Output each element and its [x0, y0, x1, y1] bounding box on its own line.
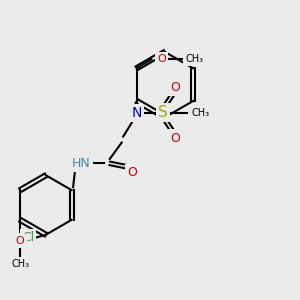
Text: CH₃: CH₃ [185, 54, 204, 64]
Text: O: O [127, 166, 137, 179]
Text: HN: HN [72, 157, 91, 170]
Text: O: O [170, 132, 180, 145]
Text: O: O [158, 54, 166, 64]
Text: Cl: Cl [22, 231, 34, 244]
Text: O: O [16, 236, 25, 246]
Text: CH₃: CH₃ [191, 108, 209, 118]
Text: S: S [158, 105, 168, 120]
Text: CH₃: CH₃ [11, 260, 29, 269]
Text: O: O [170, 81, 180, 94]
Text: N: N [131, 106, 142, 120]
